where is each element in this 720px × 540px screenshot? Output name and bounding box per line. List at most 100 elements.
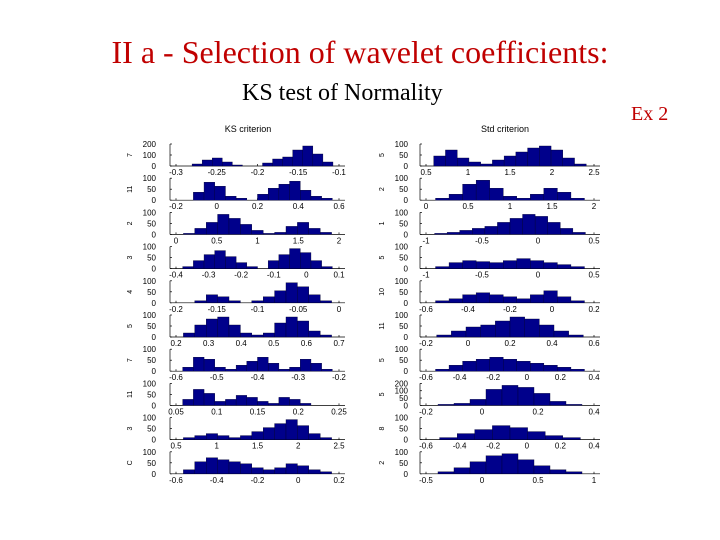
y-tick-label: 0	[404, 436, 409, 445]
histogram-bar	[285, 226, 298, 235]
histogram-bar	[217, 316, 230, 338]
x-tick-label: -0.2	[419, 407, 433, 416]
x-tick-label: 0.2	[333, 476, 345, 485]
histogram-bar	[572, 232, 586, 235]
x-tick-label: 0.15	[250, 407, 266, 416]
histogram-bar	[435, 300, 450, 303]
histogram-bar	[550, 149, 563, 167]
histogram-bar	[308, 294, 321, 303]
histogram-bar	[475, 179, 490, 201]
y-tick-label: 50	[399, 459, 408, 468]
x-tick-label: 0.05	[168, 407, 184, 416]
histogram-bar	[251, 467, 264, 474]
histogram-bar	[435, 197, 450, 201]
histogram-bar	[267, 403, 280, 406]
histogram-bar	[501, 385, 519, 406]
histogram-bar	[205, 457, 218, 474]
histogram-bar	[240, 224, 252, 235]
panel-ylabel: 11	[379, 322, 386, 329]
histogram-bar	[194, 324, 207, 338]
x-tick-label: 0	[536, 271, 541, 280]
histogram-bar	[214, 367, 226, 372]
y-tick-label: 100	[143, 151, 157, 160]
x-tick-label: -0.6	[419, 305, 433, 314]
histogram-bar	[297, 465, 309, 474]
x-tick-label: -0.2	[169, 305, 183, 314]
x-tick-label: 0.5	[462, 202, 474, 211]
histogram-bar	[285, 419, 298, 440]
histogram-bar	[462, 294, 477, 303]
y-tick-label: 200	[143, 140, 157, 149]
histogram-bar	[492, 159, 505, 167]
histogram-bar	[568, 334, 584, 338]
panel-ylabel: 4	[127, 290, 134, 294]
example-label: Ex 2	[631, 103, 669, 125]
y-tick-label: 0	[404, 333, 409, 342]
x-tick-label: -0.2	[419, 339, 433, 348]
x-tick-label: 0	[480, 476, 485, 485]
y-tick-label: 100	[395, 414, 409, 423]
histogram-bar	[465, 326, 481, 338]
y-tick-label: 100	[395, 140, 409, 149]
histogram-bar	[322, 161, 334, 167]
histogram-bar	[557, 191, 572, 201]
x-tick-label: -0.15	[208, 305, 227, 314]
histogram-bar	[445, 149, 458, 167]
x-tick-label: -0.5	[419, 476, 433, 485]
histogram-bar	[300, 403, 312, 406]
y-tick-label: 100	[395, 277, 409, 286]
panel-ylabel: 11	[127, 391, 134, 398]
x-tick-label: -0.4	[210, 476, 224, 485]
x-tick-label: -0.2	[234, 271, 248, 280]
histogram-bar	[435, 266, 450, 269]
histogram-bar	[448, 298, 463, 303]
y-tick-label: 100	[395, 208, 409, 217]
histogram-bar	[562, 157, 575, 167]
x-tick-label: 0.6	[333, 202, 345, 211]
histogram-bar	[503, 155, 517, 167]
y-tick-label: 0	[152, 299, 157, 308]
histogram-bar	[503, 359, 517, 372]
histogram-bar	[468, 161, 481, 167]
x-tick-label: 0	[215, 202, 220, 211]
y-tick-label: 0	[152, 230, 157, 239]
histogram-bar	[274, 423, 287, 440]
x-tick-label: -0.25	[208, 168, 227, 177]
x-tick-label: 0.1	[211, 407, 223, 416]
histogram-bar	[475, 292, 490, 303]
histogram-bar	[267, 260, 280, 269]
x-tick-label: -0.2	[503, 305, 517, 314]
histogram-bar	[574, 163, 587, 167]
histogram-bar	[503, 260, 517, 269]
histogram-bar	[489, 262, 504, 269]
histogram-bar	[203, 181, 215, 201]
x-tick-label: -0.4	[461, 305, 475, 314]
slide-subtitle: KS test of Normality	[242, 80, 443, 106]
x-tick-label: 1.5	[546, 202, 558, 211]
histogram-bar	[530, 294, 545, 303]
y-tick-label: 0	[152, 196, 157, 205]
y-tick-label: 0	[152, 436, 157, 445]
histogram-bar	[205, 222, 218, 235]
x-tick-label: 0.2	[293, 407, 305, 416]
y-tick-label: 50	[147, 219, 156, 228]
histogram-bar	[543, 290, 558, 303]
x-tick-label: 2	[296, 442, 301, 451]
x-tick-label: 0.5	[588, 271, 600, 280]
histogram-bar	[320, 437, 332, 440]
y-tick-label: 100	[143, 414, 157, 423]
y-tick-label: 50	[399, 254, 408, 263]
histogram-bar	[435, 369, 450, 372]
histogram-bar	[262, 162, 273, 167]
y-tick-label: 100	[395, 243, 409, 252]
histogram-bar	[310, 260, 322, 269]
y-tick-label: 100	[143, 345, 157, 354]
histogram-bar	[300, 252, 312, 269]
x-tick-label: -0.2	[251, 476, 265, 485]
histogram-bar	[560, 228, 574, 235]
histogram-bar	[257, 193, 269, 201]
y-tick-label: 100	[143, 448, 157, 457]
panel-ylabel: 3	[127, 256, 134, 260]
histogram-bar	[565, 471, 583, 474]
histogram-bar	[462, 183, 477, 201]
